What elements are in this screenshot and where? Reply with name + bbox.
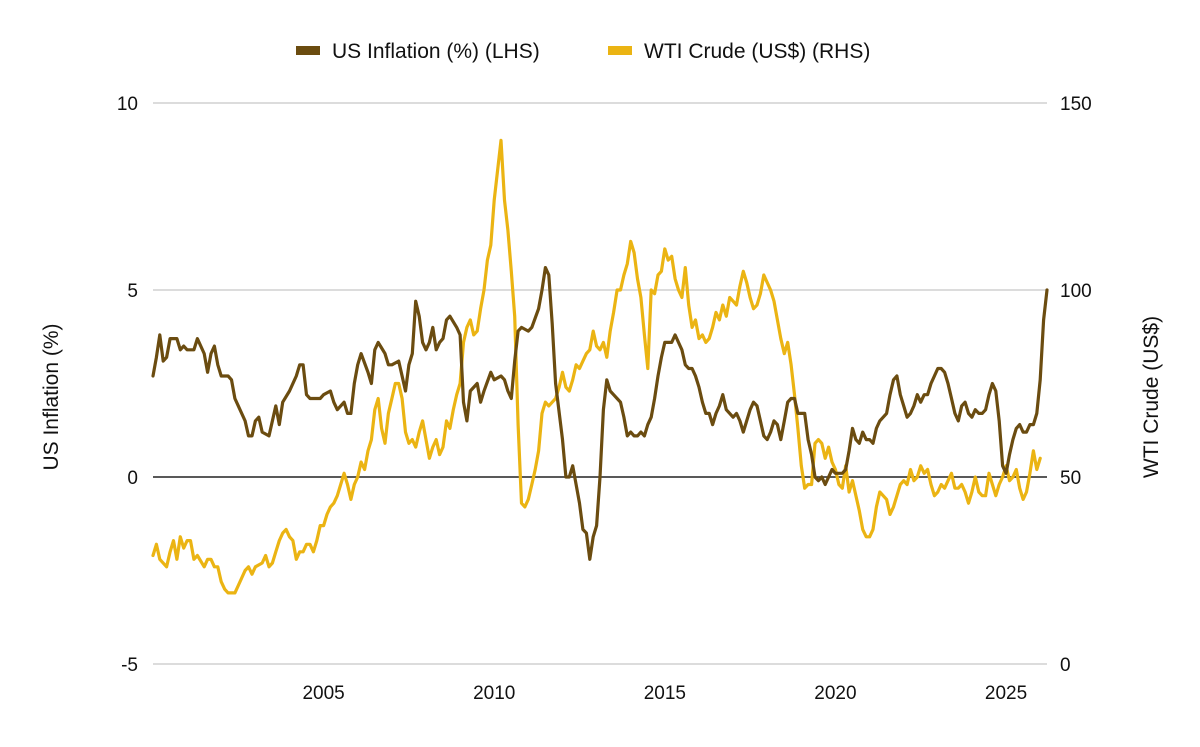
right-tick-label: 50	[1060, 468, 1081, 489]
legend-swatch-inflation	[296, 46, 320, 55]
x-tick-label: 2025	[985, 683, 1027, 704]
x-tick-label: 2005	[302, 683, 344, 704]
right-tick-label: 150	[1060, 94, 1092, 115]
x-axis-ticks: 2005 2010 2015 2020 2025	[302, 683, 1027, 704]
x-tick-label: 2015	[644, 683, 686, 704]
right-axis-title: WTI Crude (US$)	[1140, 316, 1163, 478]
gridlines	[153, 102, 1047, 665]
series-lines	[151, 138, 1049, 595]
left-tick-label: -5	[121, 655, 138, 676]
series-line-wti-crude	[151, 138, 1042, 595]
legend-swatch-wti	[608, 46, 632, 55]
left-axis-ticks: -5 0 5 10	[117, 94, 138, 676]
right-axis-ticks: 0 50 100 150	[1060, 94, 1092, 676]
x-tick-label: 2010	[473, 683, 515, 704]
legend: US Inflation (%) (LHS) WTI Crude (US$) (…	[296, 40, 870, 63]
legend-label-inflation: US Inflation (%) (LHS)	[332, 40, 540, 63]
left-tick-label: 5	[127, 281, 138, 302]
legend-label-wti: WTI Crude (US$) (RHS)	[644, 40, 870, 63]
right-tick-label: 100	[1060, 281, 1092, 302]
x-tick-label: 2020	[814, 683, 856, 704]
right-tick-label: 0	[1060, 655, 1071, 676]
left-tick-label: 0	[127, 468, 138, 489]
left-axis-title: US Inflation (%)	[40, 323, 63, 470]
left-tick-label: 10	[117, 94, 138, 115]
series-line-us-inflation	[151, 266, 1049, 561]
